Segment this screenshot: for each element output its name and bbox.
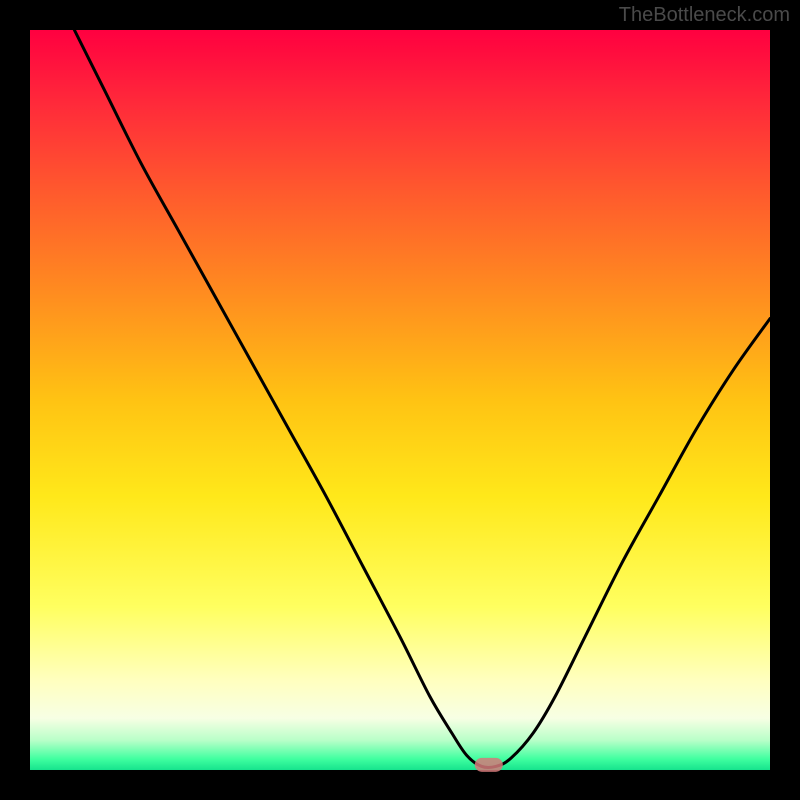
minimum-marker	[475, 758, 503, 772]
watermark-text: TheBottleneck.com	[619, 4, 790, 27]
chart-svg	[0, 0, 800, 800]
bottleneck-chart: TheBottleneck.com	[0, 0, 800, 800]
chart-background	[30, 30, 770, 770]
